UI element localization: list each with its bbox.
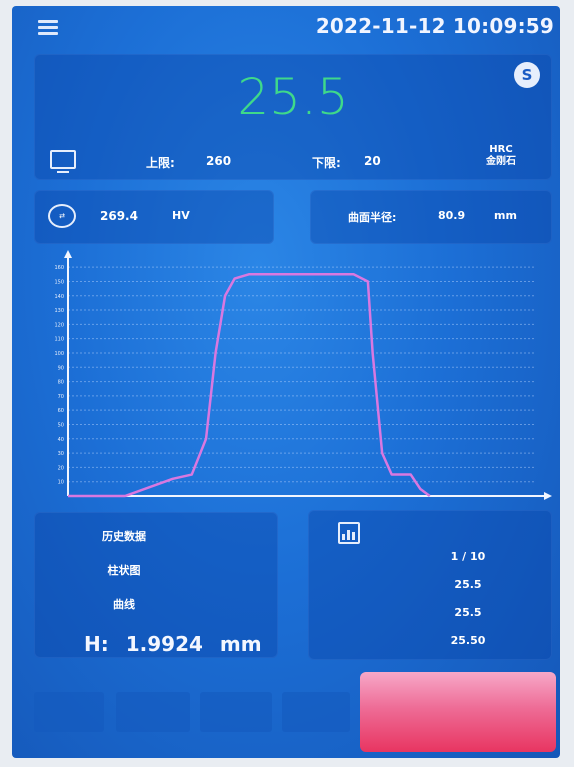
y-tick-label: 60	[58, 408, 64, 414]
reading-panel: 25.5 S 上限: 260 下限: 20 HRC 金刚石	[34, 54, 552, 180]
converted-unit: HV	[172, 209, 190, 222]
converted-value: 269.4	[100, 209, 138, 223]
y-tick-label: 90	[58, 365, 64, 371]
hamburger-menu-icon[interactable]	[38, 20, 58, 35]
depth-label: H:	[84, 632, 109, 656]
hardness-reading: 25.5	[237, 68, 349, 126]
stats-average: 25.50	[450, 634, 486, 647]
depth-readout: H: 1.9924 mm	[84, 632, 262, 656]
history-data-button[interactable]: 历史数据	[102, 530, 146, 543]
function-button-2[interactable]	[116, 692, 190, 732]
radius-value[interactable]: 80.9	[438, 209, 466, 222]
force-curve-chart: 10 20 30 40 50 60 70 80 90 100 110 120 130 140 150 160	[54, 250, 552, 500]
monitor-icon	[50, 150, 76, 173]
y-tick-label: 10	[58, 480, 64, 486]
y-tick-label: 30	[58, 451, 64, 457]
depth-unit: mm	[219, 632, 262, 656]
y-tick-label: 80	[58, 380, 64, 386]
device-screen: 2022-11-12 10:09:59 25.5 S 上限: 260 下限: 2…	[12, 6, 560, 758]
curve-series	[68, 273, 431, 498]
top-bar: 2022-11-12 10:09:59	[12, 6, 560, 48]
bar-chart-button[interactable]: 柱状图	[107, 564, 141, 577]
upper-limit-value: 260	[206, 154, 232, 168]
depth-value: 1.9924	[125, 632, 203, 656]
radius-label: 曲面半径:	[348, 211, 397, 224]
stats-value-1: 25.5	[454, 578, 482, 591]
y-tick-label: 130	[54, 308, 64, 314]
scale-type[interactable]: HRC 金刚石	[486, 144, 516, 168]
y-tick-label: 140	[54, 294, 64, 300]
statistics-icon[interactable]	[338, 522, 360, 544]
stats-value-2: 25.5	[454, 606, 482, 619]
datetime: 2022-11-12 10:09:59	[315, 14, 554, 38]
conversion-panel: ⇄ 269.4 HV	[34, 190, 274, 244]
stats-page: 1 / 10	[450, 550, 486, 563]
indenter-type: 金刚石	[486, 156, 516, 167]
radius-unit: mm	[494, 209, 517, 222]
history-panel: 历史数据 柱状图 曲线 H: 1.9924 mm	[34, 512, 278, 658]
stats-panel: 1 / 10 25.5 25.5 25.50	[308, 510, 552, 660]
y-tick-label: 160	[54, 265, 64, 271]
lower-limit-value: 20	[364, 154, 381, 168]
scale-unit: HRC	[489, 144, 513, 155]
function-button-4[interactable]	[282, 692, 350, 732]
conversion-icon[interactable]: ⇄	[48, 204, 76, 228]
x-axis-arrow	[544, 492, 552, 500]
curve-button[interactable]: 曲线	[113, 598, 135, 611]
y-tick-label: 70	[58, 394, 64, 400]
radius-panel: 曲面半径: 80.9 mm	[310, 190, 552, 244]
start-button[interactable]	[360, 672, 556, 752]
y-tick-label: 120	[54, 322, 64, 328]
function-button-1[interactable]	[34, 692, 104, 732]
y-tick-label: 50	[58, 422, 64, 428]
y-tick-label: 20	[58, 465, 64, 471]
y-tick-label: 150	[54, 279, 64, 285]
s-badge[interactable]: S	[514, 62, 540, 88]
y-axis-arrow	[64, 250, 72, 258]
y-tick-label: 40	[58, 437, 64, 443]
lower-limit-label: 下限:	[312, 156, 341, 170]
function-button-3[interactable]	[200, 692, 272, 732]
upper-limit-label: 上限:	[146, 156, 175, 170]
y-tick-label: 110	[54, 337, 64, 343]
y-tick-label: 100	[54, 351, 64, 357]
